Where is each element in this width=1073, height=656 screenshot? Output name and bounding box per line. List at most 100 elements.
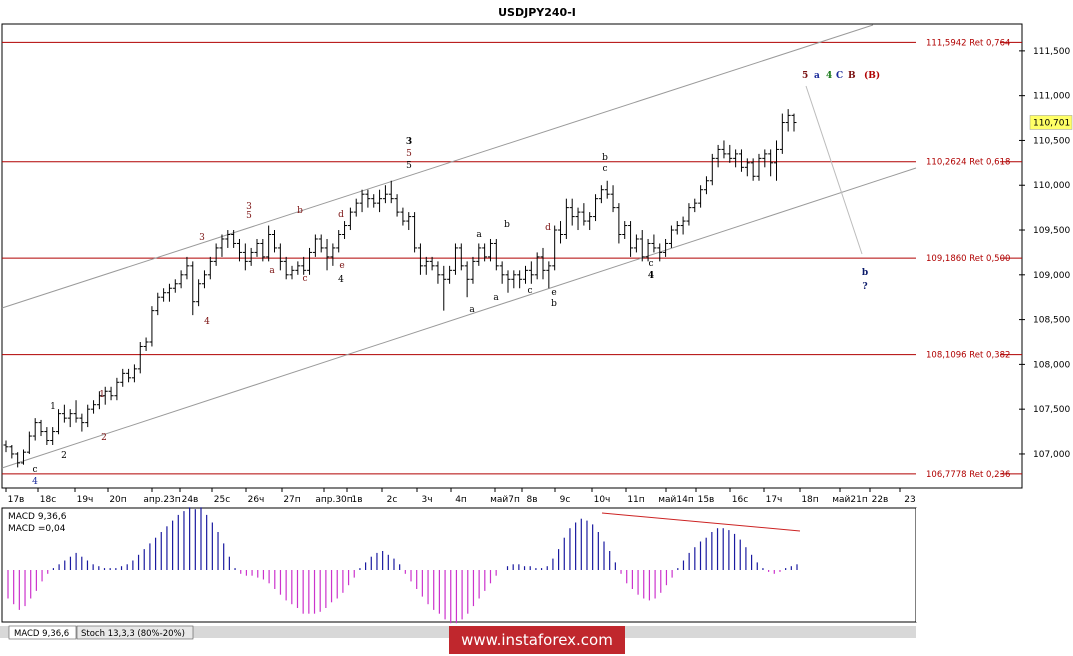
macd-divergence-line: [601, 512, 801, 532]
retracement-label: 110,2624 Ret 0,618: [926, 158, 1010, 168]
y-tick-label: 110,500: [1033, 136, 1070, 146]
wave-label: a: [493, 293, 499, 303]
wave-count-label: 5: [802, 71, 808, 81]
current-price-box: [1029, 115, 1073, 130]
x-tick-label: 8в: [526, 495, 537, 505]
x-tick-label: 26ч: [248, 495, 265, 505]
tab-stoch[interactable]: [76, 625, 194, 640]
wave-count-label: B: [848, 71, 856, 81]
x-tick-label: 23: [904, 495, 915, 505]
chart-title: USDJPY240-I: [498, 6, 576, 19]
channel-lower-line: [1, 167, 917, 469]
wave-label: b: [862, 268, 868, 278]
x-tick-label: май21п: [832, 495, 868, 505]
x-tick-label: 17ч: [766, 495, 783, 505]
retracement-label: 108,1096 Ret 0,382: [926, 351, 1010, 361]
y-tick-label: 107,000: [1033, 450, 1070, 460]
wave-label: 2: [61, 451, 67, 461]
wave-label: 1: [99, 390, 105, 400]
x-tick-label: 3ч: [421, 495, 432, 505]
y-tick-label: 109,000: [1033, 271, 1070, 281]
x-tick-label: 19ч: [77, 495, 94, 505]
x-tick-label: апр.30п: [315, 495, 352, 505]
x-tick-label: 27п: [283, 495, 300, 505]
x-tick-label: 4п: [455, 495, 467, 505]
x-tick-label: 10ч: [594, 495, 611, 505]
wave-label: 5: [406, 161, 412, 171]
wave-label: c: [527, 286, 532, 296]
x-tick-label: 20п: [109, 495, 126, 505]
x-tick-label: 16с: [732, 495, 748, 505]
wave-count-label: (B): [864, 70, 880, 81]
wave-label: 4: [648, 271, 654, 281]
wave-label: c: [602, 164, 607, 174]
tab-macd-label: MACD 9,36,6: [14, 629, 69, 639]
x-tick-label: 17в: [8, 495, 25, 505]
x-tick-label: 18п: [801, 495, 818, 505]
wave-label: 3: [246, 202, 252, 212]
wave-label: e: [339, 261, 344, 271]
wave-label: a: [469, 305, 475, 315]
x-tick-label: 1в: [351, 495, 362, 505]
wave-label: 4: [338, 275, 344, 285]
y-tick-label: 111,500: [1033, 47, 1070, 57]
retracement-label: 106,7778 Ret 0,236: [926, 470, 1010, 480]
macd-panel: [1, 507, 917, 623]
x-tick-label: 15в: [698, 495, 715, 505]
x-tick-label: 25с: [214, 495, 230, 505]
wave-label: 4: [204, 317, 210, 327]
watermark-banner: [449, 626, 625, 654]
wave-label: d: [545, 223, 551, 233]
x-tick-label: май7п: [490, 495, 520, 505]
macd-value-label: MACD =0,04: [8, 524, 66, 534]
current-price-label: 110,701: [1033, 118, 1070, 128]
macd-right-space: [916, 508, 1073, 622]
wave-label: b: [297, 206, 303, 216]
retracement-label: 111,5942 Ret 0,764: [926, 38, 1010, 48]
wave-label: a: [476, 230, 482, 240]
y-tick-label: 109,500: [1033, 226, 1070, 236]
wave-label: d: [338, 210, 344, 220]
wave-label: 1: [50, 402, 56, 412]
tab-stoch-label: Stoch 13,3,3 (80%-20%): [81, 629, 185, 639]
wave-label: c: [648, 259, 653, 269]
y-tick-label: 110,000: [1033, 181, 1070, 191]
y-tick-label: 111,000: [1033, 92, 1070, 102]
wave-label: 5: [246, 211, 252, 221]
wave-label: b: [551, 299, 557, 309]
wave-label: 5: [406, 149, 412, 159]
retracement-label: 109,1860 Ret 0,500: [926, 254, 1010, 264]
x-tick-label: 24в: [182, 495, 199, 505]
x-tick-label: 2с: [387, 495, 398, 505]
x-tick-label: 18с: [40, 495, 56, 505]
wave-label: b: [504, 220, 510, 230]
wave-label: b: [602, 153, 608, 163]
macd-label: MACD 9,36,6: [8, 512, 67, 522]
wave-label: 3: [406, 137, 412, 147]
y-tick-label: 108,500: [1033, 316, 1070, 326]
forecast-line: [805, 85, 863, 255]
wave-label: 3: [199, 233, 205, 243]
x-tick-label: 9с: [560, 495, 571, 505]
wave-count-label: 4: [826, 71, 832, 81]
watermark-text: www.instaforex.com: [461, 631, 613, 649]
x-tick-label: 11п: [627, 495, 644, 505]
wave-label: ?: [862, 282, 867, 292]
tab-macd[interactable]: [8, 625, 77, 640]
wave-label: e: [551, 288, 556, 298]
x-tick-label: 22в: [872, 495, 889, 505]
wave-label: c: [32, 465, 37, 475]
price-panel: [1, 23, 1023, 489]
wave-count-label: a: [814, 71, 820, 81]
wave-label: a: [269, 266, 275, 276]
x-tick-label: апр.23п: [143, 495, 180, 505]
y-tick-label: 107,500: [1033, 405, 1070, 415]
wave-count-label: C: [836, 71, 843, 81]
wave-label: 2: [101, 433, 107, 443]
wave-label: c: [302, 274, 307, 284]
x-tick-label: май14п: [658, 495, 694, 505]
y-tick-label: 108,000: [1033, 360, 1070, 370]
wave-label: 4: [32, 477, 38, 487]
